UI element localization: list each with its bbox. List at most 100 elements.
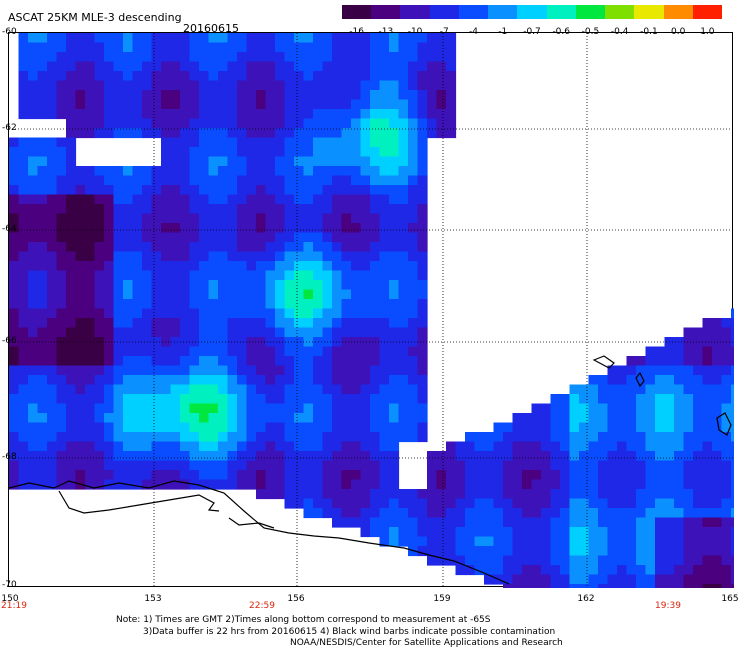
data-cell [731, 318, 734, 329]
data-cell [161, 470, 172, 481]
colorbar-swatch [371, 5, 401, 19]
data-cell [28, 318, 39, 329]
data-cell [503, 422, 514, 433]
data-cell [47, 289, 58, 300]
data-cell [170, 42, 181, 53]
data-cell [617, 527, 628, 538]
data-cell [408, 299, 419, 310]
data-cell [313, 166, 324, 177]
data-cell [47, 42, 58, 53]
data-cell [541, 489, 552, 500]
data-cell [303, 61, 314, 72]
data-cell [180, 251, 191, 262]
data-cell [389, 156, 400, 167]
data-cell [294, 42, 305, 53]
data-cell [693, 508, 704, 519]
data-cell [28, 346, 39, 357]
data-cell [265, 242, 276, 253]
data-cell [199, 194, 210, 205]
data-cell [47, 80, 58, 91]
data-cell [113, 109, 124, 120]
data-cell [731, 422, 734, 433]
data-cell [47, 71, 58, 82]
data-cell [294, 337, 305, 348]
data-cell [227, 318, 238, 329]
data-cell [702, 555, 713, 566]
data-cell [151, 166, 162, 177]
data-cell [693, 574, 704, 585]
data-cell [28, 460, 39, 471]
data-cell [113, 99, 124, 110]
data-cell [370, 71, 381, 82]
data-cell [664, 432, 675, 443]
data-cell [550, 546, 561, 557]
data-cell [237, 42, 248, 53]
data-cell [332, 337, 343, 348]
data-cell [379, 365, 390, 376]
data-cell [645, 527, 656, 538]
data-cell [132, 441, 143, 452]
data-cell [379, 479, 390, 490]
data-cell [132, 223, 143, 234]
data-cell [246, 251, 257, 262]
data-cell [237, 232, 248, 243]
data-cell [550, 451, 561, 462]
data-cell [47, 384, 58, 395]
data-cell [37, 185, 48, 196]
data-cell [256, 289, 267, 300]
data-cell [218, 422, 229, 433]
data-cell [417, 308, 428, 319]
data-cell [208, 403, 219, 414]
data-cell [332, 384, 343, 395]
data-cell [579, 394, 590, 405]
data-cell [294, 432, 305, 443]
data-cell [75, 441, 86, 452]
data-cell [180, 384, 191, 395]
data-cell [303, 99, 314, 110]
data-cell [94, 166, 105, 177]
data-cell [607, 489, 618, 500]
data-cell [702, 527, 713, 538]
data-cell [379, 71, 390, 82]
data-cell [731, 327, 734, 338]
data-cell [275, 394, 286, 405]
data-cell [370, 432, 381, 443]
data-cell [246, 137, 257, 148]
data-cell [522, 574, 533, 585]
data-cell [256, 71, 267, 82]
data-cell [28, 299, 39, 310]
data-cell [389, 375, 400, 386]
data-cell [370, 479, 381, 490]
data-cell [341, 194, 352, 205]
data-cell [75, 42, 86, 53]
data-cell [731, 584, 734, 588]
data-cell [75, 71, 86, 82]
data-cell [389, 517, 400, 528]
data-cell [284, 185, 295, 196]
data-cell [199, 213, 210, 224]
data-cell [56, 42, 67, 53]
data-cell [9, 185, 20, 196]
data-cell [351, 251, 362, 262]
data-cell [85, 213, 96, 224]
data-cell [655, 394, 666, 405]
data-cell [47, 166, 58, 177]
data-cell [9, 242, 20, 253]
data-cell [18, 460, 29, 471]
data-cell [265, 147, 276, 158]
data-cell [370, 527, 381, 538]
data-cell [123, 432, 134, 443]
data-cell [446, 71, 457, 82]
data-cell [351, 71, 362, 82]
data-cell [408, 61, 419, 72]
data-cell [246, 327, 257, 338]
data-cell [484, 451, 495, 462]
data-cell [123, 80, 134, 91]
data-cell [531, 479, 542, 490]
data-cell [303, 166, 314, 177]
data-cell [588, 451, 599, 462]
data-cell [674, 479, 685, 490]
data-cell [56, 242, 67, 253]
data-cell [18, 185, 29, 196]
data-cell [332, 327, 343, 338]
